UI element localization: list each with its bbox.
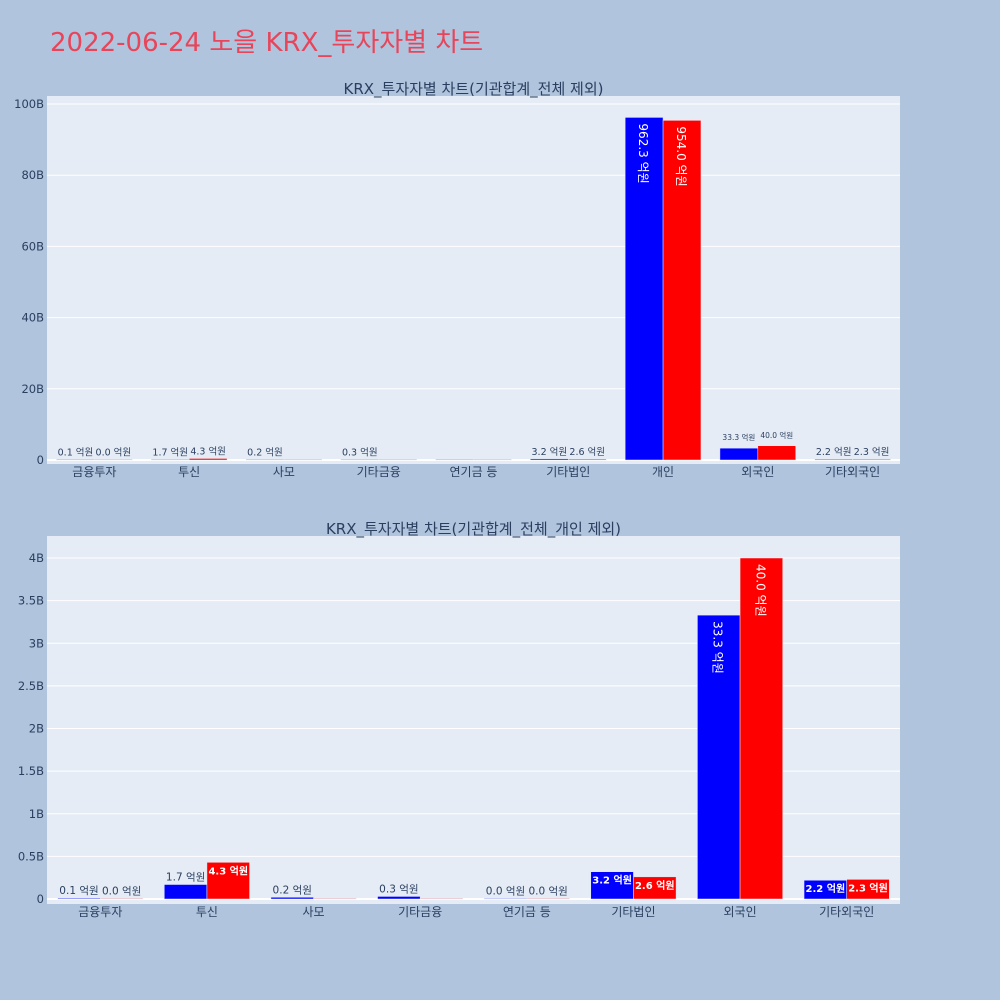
x-tick-label: 연기금 등: [503, 905, 551, 919]
bar-buy: [151, 459, 190, 461]
bar-sell: [739, 557, 783, 900]
data-label: 33.3 억원: [711, 621, 725, 674]
bar-sell: [100, 898, 144, 900]
bar-sell: [94, 459, 133, 461]
y-tick-label: 1.5B: [18, 764, 44, 778]
data-label: 40.0 억원: [760, 431, 793, 440]
chart-title-2: KRX_투자자별 차트(기관합계_전체_개인 제외): [326, 520, 621, 539]
bar-buy: [483, 898, 528, 900]
x-tick-label: 기타외국인: [819, 905, 874, 919]
x-tick-label: 사모: [303, 905, 325, 919]
bar-sell: [283, 459, 323, 461]
bar-sell: [313, 898, 357, 900]
bar-buy: [814, 458, 853, 461]
y-tick-label: 4B: [29, 551, 44, 565]
x-tick-label: 사모: [273, 465, 295, 479]
bar-buy: [164, 884, 208, 900]
y-tick-label: 1B: [29, 807, 44, 821]
y-tick-label: 3.5B: [18, 594, 44, 608]
bar-buy: [719, 447, 759, 461]
bar-sell: [378, 459, 417, 461]
data-label: 0.1 억원: [58, 446, 94, 458]
data-label: 0.3 억원: [379, 883, 418, 895]
data-label: 2.3 억원: [854, 446, 890, 458]
y-tick-label: 0: [37, 453, 44, 467]
bar-sell: [852, 458, 891, 461]
data-label: 2.2 억원: [816, 446, 852, 458]
bar-sell: [526, 898, 570, 900]
y-tick-label: 20B: [21, 382, 44, 396]
x-tick-label: 금융투자: [72, 465, 116, 479]
data-label: 0.0 억원: [486, 885, 525, 897]
data-label: 0.3 억원: [342, 446, 378, 458]
bar-sell: [568, 458, 607, 461]
bar-buy: [57, 897, 101, 900]
x-tick-label: 기타법인: [611, 905, 655, 919]
data-label: 0.2 억원: [273, 884, 312, 896]
x-tick-label: 금융투자: [78, 905, 122, 919]
bar-buy: [435, 459, 474, 461]
data-label: 1.7 억원: [152, 446, 188, 458]
bar-buy: [530, 458, 569, 461]
y-tick-label: 60B: [21, 239, 44, 253]
data-label: 0.0 억원: [102, 885, 141, 897]
x-tick-label: 연기금 등: [450, 465, 498, 479]
y-tick-label: 2.5B: [18, 679, 44, 693]
data-label: 2.2 억원: [806, 882, 846, 895]
data-label: 2.6 억원: [635, 879, 675, 892]
bar-sell: [633, 876, 677, 900]
data-label: 962.3 억원: [636, 123, 650, 183]
x-tick-label: 외국인: [741, 465, 774, 479]
y-tick-label: 0.5B: [18, 849, 44, 863]
bar-sell: [757, 445, 796, 461]
bar-buy: [377, 896, 421, 900]
data-label: 3.2 억원: [592, 874, 632, 887]
data-label: 0.0 억원: [528, 885, 567, 897]
bar-sell: [473, 459, 512, 461]
data-label: 1.7 억원: [166, 872, 205, 884]
data-label: 40.0 억원: [753, 564, 767, 617]
x-tick-label: 기타금융: [398, 905, 442, 919]
bar-buy: [56, 459, 95, 461]
bar-sell: [662, 120, 702, 461]
bar-buy: [340, 459, 379, 461]
data-label: 2.3 억원: [848, 881, 888, 894]
x-tick-label: 개인: [652, 465, 674, 479]
y-tick-label: 2B: [29, 722, 44, 736]
y-tick-label: 100B: [14, 97, 44, 111]
y-tick-label: 80B: [21, 168, 44, 182]
plot-area-1: [47, 96, 900, 464]
data-label: 954.0 억원: [674, 126, 688, 186]
bar-buy: [245, 459, 285, 461]
x-tick-label: 투신: [196, 905, 218, 919]
data-label: 33.3 억원: [722, 433, 755, 442]
bar-sell: [846, 879, 890, 900]
x-tick-label: 기타외국인: [825, 465, 880, 479]
y-tick-label: 40B: [21, 311, 44, 325]
bar-buy: [270, 897, 314, 900]
x-tick-label: 투신: [178, 465, 200, 479]
y-tick-label: 3B: [29, 636, 44, 650]
data-label: 3.2 억원: [532, 446, 568, 458]
x-tick-label: 기타금융: [357, 465, 401, 479]
bar-sell: [206, 862, 250, 900]
data-label: 0.0 억원: [96, 446, 132, 458]
bar-sell: [419, 898, 464, 900]
data-label: 0.1 억원: [59, 885, 98, 897]
x-tick-label: 외국인: [724, 905, 757, 919]
chart-title-1: KRX_투자자별 차트(기관합계_전체 제외): [344, 80, 604, 99]
data-label: 4.3 억원: [208, 864, 248, 877]
x-tick-label: 기타법인: [546, 465, 590, 479]
bar-buy: [590, 871, 634, 900]
page-title: 2022-06-24 노을 KRX_투자자별 차트: [50, 28, 484, 58]
data-label: 2.6 억원: [569, 446, 605, 458]
y-tick-label: 0: [37, 892, 44, 906]
data-label: 4.3 억원: [190, 445, 226, 457]
bar-sell: [188, 458, 228, 461]
data-label: 0.2 억원: [247, 446, 283, 458]
